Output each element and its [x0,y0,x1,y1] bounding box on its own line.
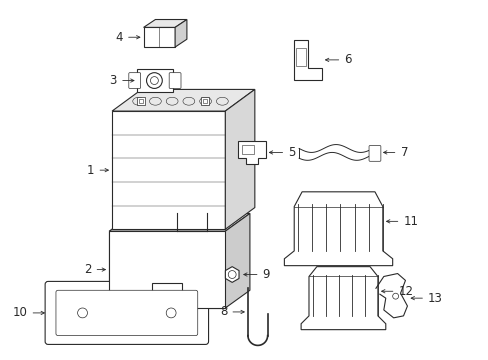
Polygon shape [225,89,254,229]
Circle shape [392,293,398,299]
Polygon shape [294,40,321,80]
Ellipse shape [216,97,228,105]
Ellipse shape [149,97,161,105]
Circle shape [146,73,162,89]
Polygon shape [284,192,392,266]
FancyBboxPatch shape [242,145,253,154]
Polygon shape [112,89,254,111]
FancyBboxPatch shape [112,111,225,229]
Text: 7: 7 [400,146,407,159]
Circle shape [150,77,158,85]
FancyBboxPatch shape [137,97,144,105]
FancyBboxPatch shape [202,99,206,103]
FancyBboxPatch shape [109,231,225,308]
Text: 5: 5 [288,146,295,159]
Polygon shape [143,19,186,27]
FancyBboxPatch shape [169,73,181,89]
Polygon shape [301,267,385,330]
FancyBboxPatch shape [128,73,141,89]
Polygon shape [225,213,249,308]
Text: 12: 12 [398,285,413,298]
FancyBboxPatch shape [139,99,142,103]
Polygon shape [109,231,225,308]
FancyBboxPatch shape [56,290,197,336]
Circle shape [166,308,176,318]
Text: 4: 4 [115,31,122,44]
FancyBboxPatch shape [45,282,208,345]
FancyBboxPatch shape [296,48,305,66]
Ellipse shape [199,97,211,105]
Text: 6: 6 [344,53,351,66]
Text: 10: 10 [13,306,27,319]
Ellipse shape [166,97,178,105]
Text: 9: 9 [262,268,270,281]
FancyBboxPatch shape [368,145,380,161]
Circle shape [228,271,236,278]
FancyBboxPatch shape [200,97,208,105]
Polygon shape [238,141,265,164]
Text: 1: 1 [87,164,94,177]
Text: 8: 8 [220,305,227,319]
Text: 2: 2 [84,263,91,276]
FancyBboxPatch shape [143,27,175,47]
Polygon shape [109,213,249,231]
Circle shape [78,308,87,318]
Ellipse shape [132,97,144,105]
Text: 11: 11 [403,215,418,228]
Polygon shape [175,19,186,47]
Ellipse shape [183,97,194,105]
Text: 3: 3 [109,74,117,87]
Text: 13: 13 [427,292,442,305]
FancyBboxPatch shape [137,69,172,92]
